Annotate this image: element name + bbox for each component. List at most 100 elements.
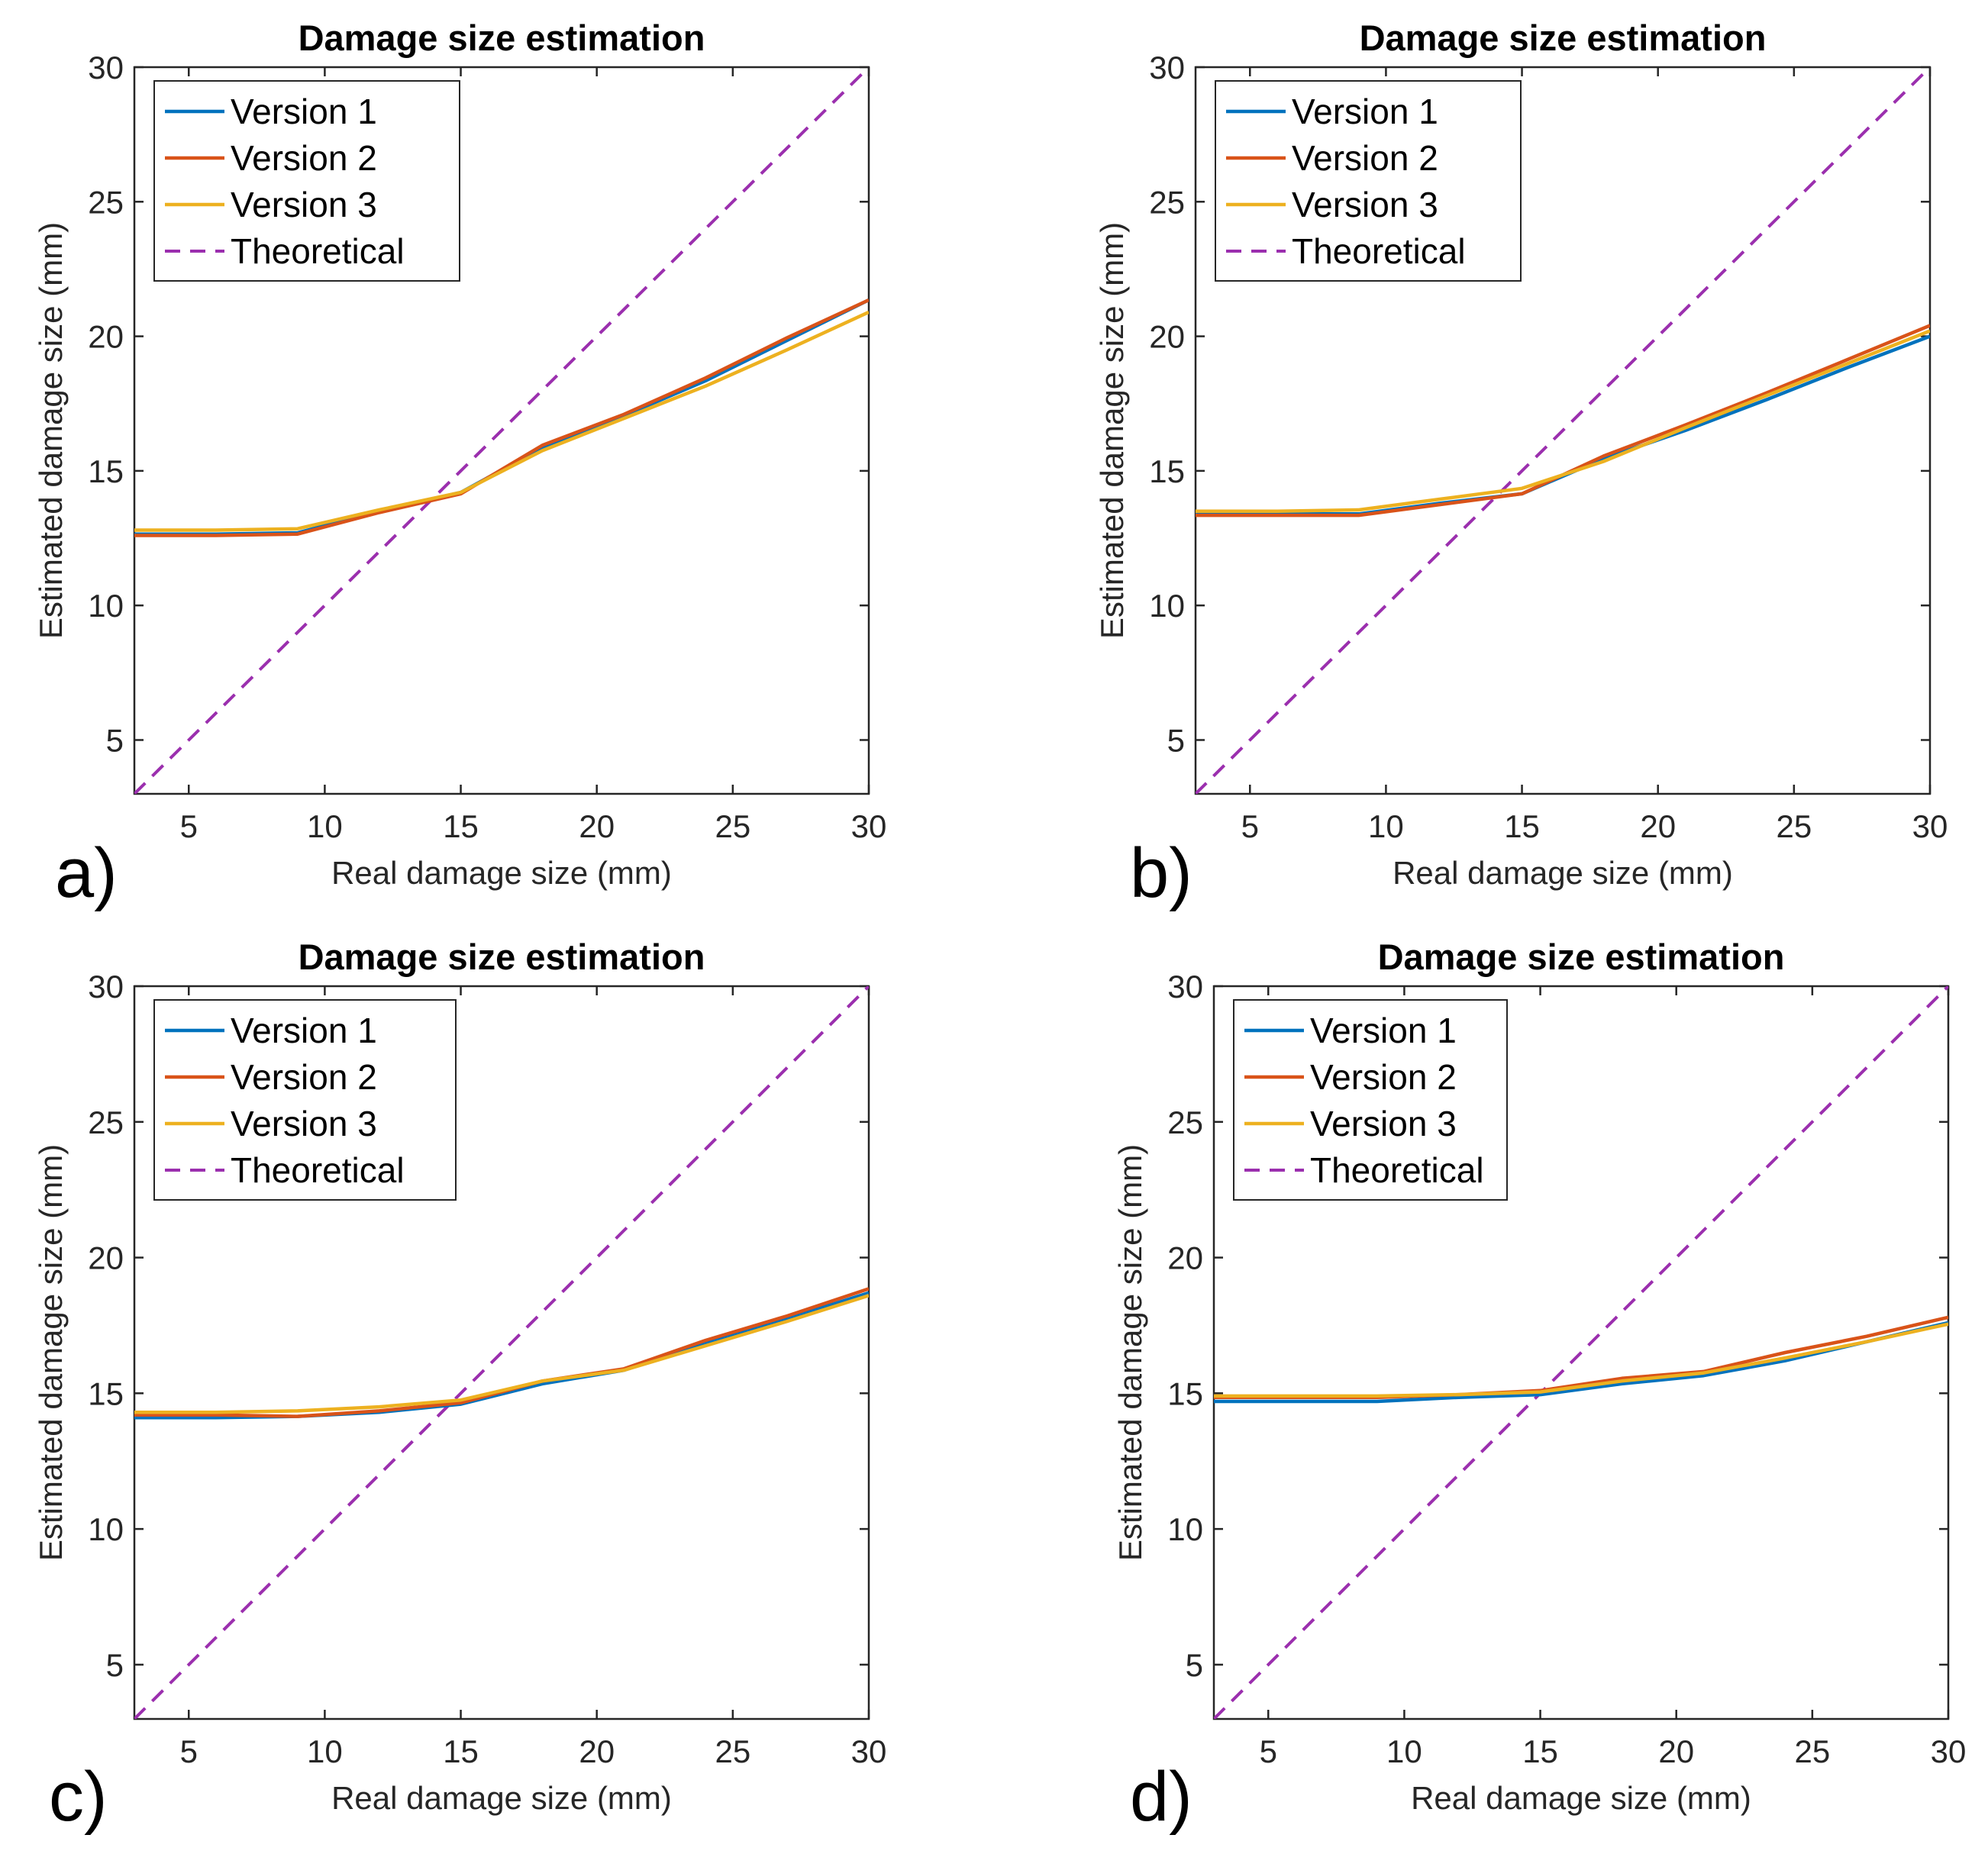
chart-title: Damage size estimation <box>1378 937 1785 977</box>
chart-panel-1: 5 10 15 20 25 30 5 10 15 20 25 30 Damage size estima… <box>33 18 886 912</box>
series-line-version-3 <box>1196 329 1930 514</box>
y-tick-label: 30 <box>1149 50 1185 85</box>
legend-entry: Version 3 <box>231 185 377 224</box>
x-tick-label: 30 <box>1912 808 1948 844</box>
x-axis-label: Real damage size (mm) <box>331 1780 672 1816</box>
x-tick-label: 30 <box>851 1733 887 1769</box>
legend-entry: Version 3 <box>1292 185 1438 224</box>
y-tick-label: 5 <box>1167 722 1185 758</box>
x-tick-label: 10 <box>307 808 343 844</box>
x-tick-label: 10 <box>1368 808 1404 844</box>
legend-entry: Theoretical <box>231 231 405 271</box>
legend: Version 1 Version 2 Version 3 Theoretical <box>153 999 457 1201</box>
y-tick-label: 30 <box>88 50 124 85</box>
series-line-theoretical <box>1214 986 1948 1719</box>
y-tick-label: 15 <box>1167 1375 1203 1411</box>
x-tick-label: 25 <box>1794 1733 1830 1769</box>
legend-entry: Version 1 <box>231 1011 377 1050</box>
y-axis-label: Estimated damage size (mm) <box>1112 1144 1148 1561</box>
x-tick-label: 15 <box>1504 808 1540 844</box>
y-tick-label: 30 <box>88 969 124 1005</box>
series-line-version-3 <box>1214 1322 1948 1398</box>
legend-entry: Version 3 <box>231 1104 377 1143</box>
y-tick-label: 15 <box>1149 453 1185 489</box>
y-tick-label: 20 <box>1149 319 1185 355</box>
legend-entry: Version 1 <box>1292 92 1438 131</box>
y-tick-label: 20 <box>88 1240 124 1276</box>
x-tick-label: 15 <box>443 1733 479 1769</box>
x-tick-label: 20 <box>579 808 615 844</box>
y-axis-label: Estimated damage size (mm) <box>33 1144 69 1561</box>
legend-entry: Version 1 <box>231 92 377 131</box>
series-line-theoretical <box>1196 67 1930 794</box>
panel-label: a) <box>55 834 118 912</box>
legend-entry: Version 2 <box>231 138 377 178</box>
y-tick-label: 10 <box>88 1511 124 1547</box>
x-tick-label: 25 <box>715 808 750 844</box>
legend-entry: Theoretical <box>1292 231 1466 271</box>
chart-title: Damage size estimation <box>1360 18 1767 58</box>
x-tick-label: 20 <box>1658 1733 1694 1769</box>
legend: Version 1 Version 2 Version 3 Theoretical <box>1233 999 1508 1201</box>
legend-entry: Version 3 <box>1310 1104 1457 1143</box>
x-tick-label: 5 <box>180 808 198 844</box>
x-tick-label: 5 <box>1241 808 1259 844</box>
series-line-version-3 <box>134 1294 869 1414</box>
chart-title: Damage size estimation <box>299 937 705 977</box>
x-axis-label: Real damage size (mm) <box>1393 855 1733 891</box>
legend: Version 1 Version 2 Version 3 Theoretical <box>1215 80 1522 282</box>
x-tick-label: 25 <box>715 1733 750 1769</box>
y-axis-label: Estimated damage size (mm) <box>33 222 69 639</box>
legend-box <box>1215 80 1522 282</box>
panel-label: d) <box>1130 1758 1192 1836</box>
chart-panel-3: 5 10 15 20 25 30 5 10 15 20 25 30 Damage size estima… <box>33 937 886 1836</box>
y-tick-label: 10 <box>1149 588 1185 624</box>
series-layer <box>134 67 869 794</box>
x-tick-label: 10 <box>1386 1733 1422 1769</box>
y-tick-label: 10 <box>1167 1511 1203 1547</box>
x-tick-label: 15 <box>443 808 479 844</box>
x-tick-label: 5 <box>180 1733 198 1769</box>
legend: Version 1 Version 2 Version 3 Theoretical <box>153 80 460 282</box>
x-axis-label: Real damage size (mm) <box>331 855 672 891</box>
x-tick-label: 15 <box>1522 1733 1558 1769</box>
legend-entry: Version 2 <box>1292 138 1438 178</box>
y-tick-label: 25 <box>1167 1104 1203 1140</box>
legend-entry: Version 1 <box>1310 1011 1457 1050</box>
legend-entry: Theoretical <box>231 1150 405 1190</box>
y-tick-label: 15 <box>88 453 124 489</box>
y-tick-label: 10 <box>88 588 124 624</box>
panel-label: c) <box>49 1758 108 1836</box>
panel-label: b) <box>1130 834 1192 912</box>
series-layer <box>134 986 869 1719</box>
series-layer <box>1196 67 1930 794</box>
x-tick-label: 5 <box>1260 1733 1277 1769</box>
y-tick-label: 25 <box>1149 184 1185 220</box>
chart-panel-2: 5 10 15 20 25 30 5 10 15 20 25 30 Damage size estima… <box>1094 18 1948 912</box>
x-tick-label: 25 <box>1776 808 1812 844</box>
y-tick-label: 5 <box>1186 1647 1203 1683</box>
x-tick-label: 10 <box>307 1733 343 1769</box>
y-tick-label: 20 <box>88 319 124 355</box>
y-tick-label: 20 <box>1167 1240 1203 1276</box>
y-tick-label: 25 <box>88 184 124 220</box>
y-tick-label: 5 <box>106 722 124 758</box>
legend-entry: Version 2 <box>1310 1057 1457 1097</box>
y-tick-label: 5 <box>106 1647 124 1683</box>
chart-panel-4: 5 10 15 20 25 30 5 10 15 20 25 30 Damage size estima… <box>1112 937 1966 1836</box>
x-axis-label: Real damage size (mm) <box>1411 1780 1751 1816</box>
x-tick-label: 20 <box>579 1733 615 1769</box>
series-layer <box>1214 986 1948 1719</box>
x-tick-label: 30 <box>1931 1733 1967 1769</box>
y-tick-label: 30 <box>1167 969 1203 1005</box>
chart-title: Damage size estimation <box>299 18 705 58</box>
series-line-version-2 <box>134 298 869 537</box>
series-line-theoretical <box>134 986 869 1719</box>
x-tick-label: 20 <box>1640 808 1676 844</box>
legend-box <box>1233 999 1508 1201</box>
x-tick-label: 30 <box>851 808 887 844</box>
series-line-version-3 <box>134 310 869 532</box>
series-line-theoretical <box>134 67 869 794</box>
legend-entry: Theoretical <box>1310 1150 1484 1190</box>
